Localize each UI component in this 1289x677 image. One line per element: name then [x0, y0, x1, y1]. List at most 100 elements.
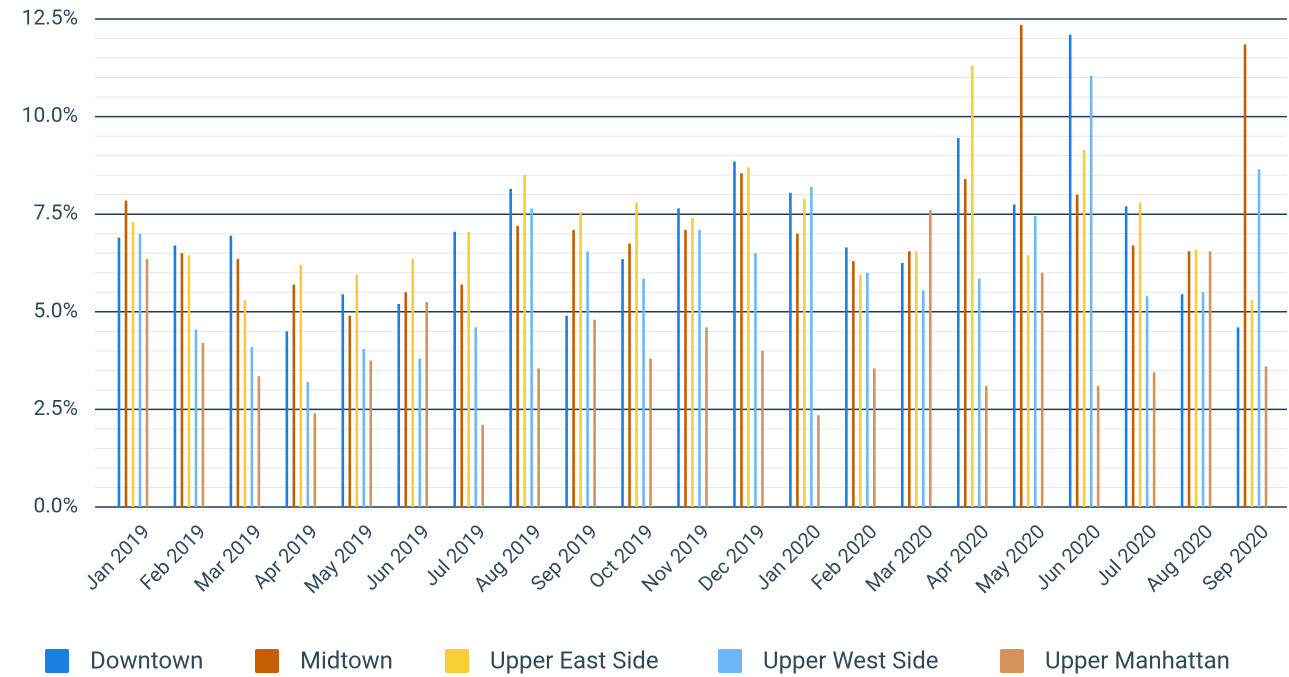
bar — [922, 290, 925, 507]
bar — [845, 247, 848, 507]
bar — [586, 251, 589, 507]
bar — [1138, 202, 1142, 507]
bar — [747, 167, 750, 508]
bar — [1180, 294, 1184, 507]
legend-swatch — [718, 649, 742, 673]
bar — [1201, 292, 1205, 507]
bar — [1026, 255, 1030, 507]
bar — [1152, 372, 1156, 507]
bar — [1012, 204, 1016, 507]
bar — [761, 350, 764, 507]
bar — [817, 415, 820, 507]
bar — [593, 319, 596, 507]
bar — [355, 274, 359, 507]
bar — [1068, 34, 1072, 508]
bar — [243, 300, 247, 507]
bar — [145, 259, 149, 507]
bar — [201, 343, 205, 507]
bar — [691, 218, 694, 507]
bar — [341, 294, 345, 507]
bar — [873, 368, 876, 507]
bar — [1131, 245, 1135, 507]
bar — [642, 278, 645, 507]
bar — [1187, 251, 1191, 507]
bar — [1236, 327, 1240, 507]
bar — [467, 231, 470, 507]
bar — [1019, 24, 1023, 508]
bar — [306, 382, 310, 507]
legend-label: Upper West Side — [763, 646, 939, 674]
bar — [425, 302, 429, 507]
bar — [684, 229, 687, 508]
bar — [901, 263, 904, 507]
bar — [908, 251, 911, 507]
bar — [810, 186, 813, 507]
legend-swatch — [45, 649, 69, 673]
bar — [789, 192, 792, 507]
y-tick-label: 2.5% — [33, 397, 78, 421]
bar — [397, 303, 401, 507]
bar — [348, 315, 352, 507]
bar — [803, 198, 806, 508]
bar — [1089, 75, 1093, 507]
y-tick-label: 7.5% — [33, 202, 78, 226]
bar — [460, 284, 463, 507]
bar — [180, 253, 184, 507]
bar — [740, 173, 743, 507]
bar — [621, 259, 624, 507]
bar — [852, 261, 855, 507]
bar — [929, 210, 932, 507]
bar — [565, 315, 568, 507]
legend-swatch — [1000, 649, 1024, 673]
bar — [796, 233, 799, 507]
bar — [1194, 249, 1198, 507]
bar — [194, 329, 198, 507]
bar — [453, 231, 456, 507]
bar — [516, 225, 519, 508]
bar — [523, 175, 526, 507]
bar — [411, 259, 415, 507]
y-tick-label: 10.0% — [22, 104, 78, 128]
bar — [1040, 272, 1044, 507]
bar — [1243, 44, 1247, 507]
bar — [362, 348, 366, 507]
y-tick-label: 5.0% — [33, 299, 78, 323]
y-tick-label: 0.0% — [33, 495, 78, 519]
bar — [299, 264, 303, 507]
legend-swatch — [445, 649, 469, 673]
bar — [236, 259, 240, 507]
bar — [138, 233, 142, 507]
bar — [1075, 194, 1079, 507]
legend-label: Upper Manhattan — [1045, 646, 1230, 674]
bar — [131, 222, 135, 507]
legend-label: Downtown — [90, 646, 203, 674]
bar — [1208, 251, 1212, 507]
bar — [1250, 300, 1254, 507]
bar — [509, 188, 512, 507]
bar — [537, 368, 540, 507]
bar — [956, 138, 960, 507]
y-tick-label: 12.5% — [22, 7, 78, 31]
bar — [1096, 385, 1100, 507]
bar — [124, 200, 128, 507]
bar — [1124, 206, 1128, 507]
bar — [1145, 296, 1149, 507]
bar — [404, 292, 408, 507]
bar — [677, 208, 680, 507]
bar — [984, 385, 988, 507]
bar — [915, 251, 918, 507]
bar — [117, 237, 121, 507]
bar — [579, 212, 582, 508]
bar — [187, 255, 191, 507]
bar — [474, 327, 477, 507]
bar — [705, 327, 708, 507]
bar — [628, 243, 631, 508]
legend-label: Midtown — [300, 646, 393, 674]
bar — [313, 413, 317, 507]
bar — [970, 65, 974, 508]
bar — [1082, 149, 1086, 507]
bar — [1264, 366, 1268, 507]
bar — [369, 360, 373, 507]
bar — [285, 331, 289, 507]
